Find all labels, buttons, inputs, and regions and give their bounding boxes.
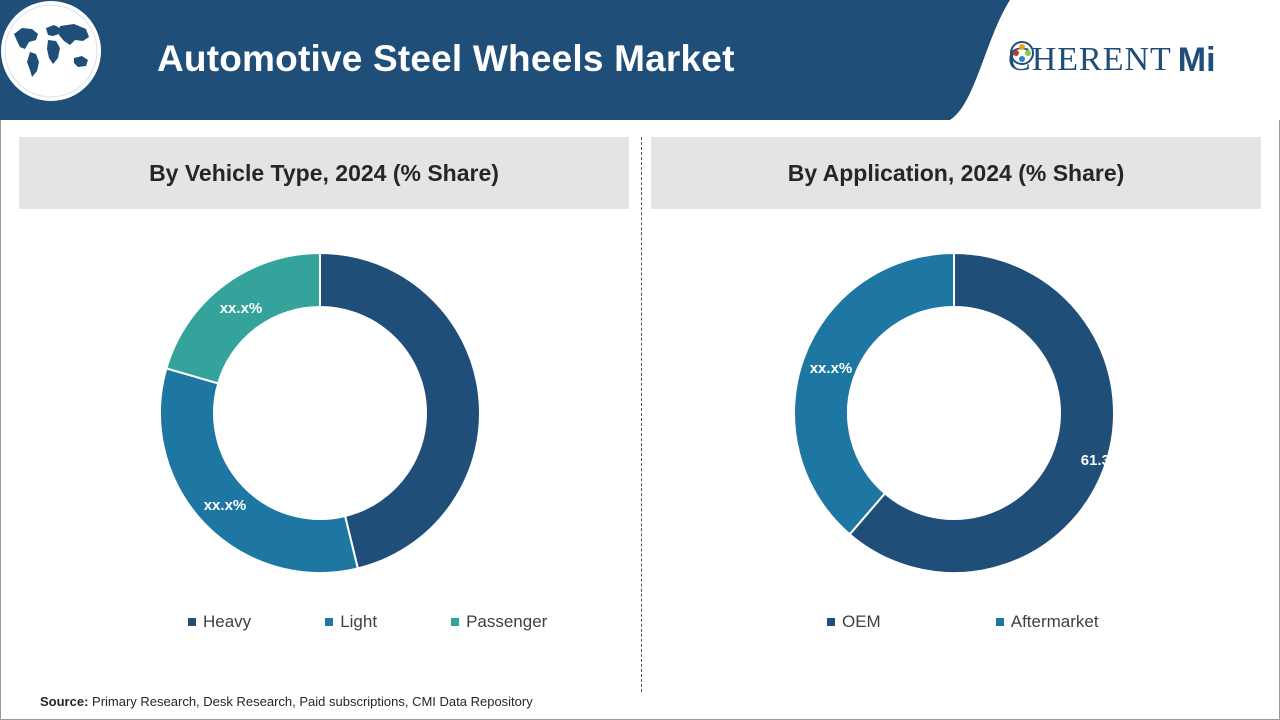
donut-slice-light — [159, 367, 360, 574]
header-bar: Automotive Steel Wheels Market C HERENT … — [0, 0, 1280, 120]
legend-item-heavy: Heavy — [188, 612, 251, 632]
legend-swatch — [995, 618, 1004, 626]
legend-item-light: Light — [325, 612, 377, 632]
legend-item-oem: OEM — [827, 612, 881, 632]
logo-text-herent: HERENT — [1031, 41, 1172, 78]
donut-slice-aftermarket — [793, 251, 955, 536]
vehicle-type-donut-chart: 46.2% xx.x% xx.x% — [159, 251, 481, 579]
legend-item-aftermarket: Aftermarket — [995, 612, 1099, 632]
panel-divider — [641, 137, 642, 692]
application-legend: OEM Aftermarket — [827, 612, 1214, 632]
legend-item-passenger: Passenger — [451, 612, 547, 632]
donut-slice-passenger — [165, 251, 321, 385]
slice-label-oem: 61.3% — [1081, 452, 1124, 469]
legend-label: Heavy — [203, 612, 252, 631]
source-note: Source: Primary Research, Desk Research,… — [40, 694, 533, 709]
legend-label: Light — [340, 612, 378, 631]
logo-o-mark-icon — [1010, 41, 1034, 65]
legend-swatch — [325, 618, 334, 626]
legend-swatch — [827, 618, 835, 626]
donut-slice-heavy — [319, 251, 481, 570]
vehicle-type-panel-title: By Vehicle Type, 2024 (% Share) — [19, 137, 629, 209]
source-label: Source: — [40, 694, 89, 709]
slice-label-aftermarket: xx.x% — [810, 360, 853, 377]
legend-label: Aftermarket — [1010, 612, 1099, 631]
source-text: Primary Research, Desk Research, Paid su… — [88, 694, 533, 709]
slice-label-passenger: xx.x% — [220, 300, 263, 317]
application-donut-chart: 61.3% xx.x% — [793, 251, 1124, 574]
legend-label: Passenger — [466, 612, 548, 631]
slice-label-light: xx.x% — [204, 497, 247, 514]
coherent-mi-logo: C HERENT Mi — [1008, 40, 1216, 80]
logo-text-mi: Mi — [1177, 40, 1216, 79]
vehicle-type-legend: Heavy Light Passenger — [188, 612, 621, 632]
world-map-globe-icon — [1, 1, 101, 101]
header-background — [0, 0, 1280, 120]
legend-swatch — [188, 618, 196, 626]
donut-slice-oem — [848, 251, 1115, 574]
legend-swatch — [451, 618, 460, 626]
page-title: Automotive Steel Wheels Market — [157, 38, 735, 79]
application-panel-title: By Application, 2024 (% Share) — [651, 137, 1261, 209]
slice-label-heavy: 46.2% — [423, 562, 466, 579]
legend-label: OEM — [842, 612, 881, 631]
